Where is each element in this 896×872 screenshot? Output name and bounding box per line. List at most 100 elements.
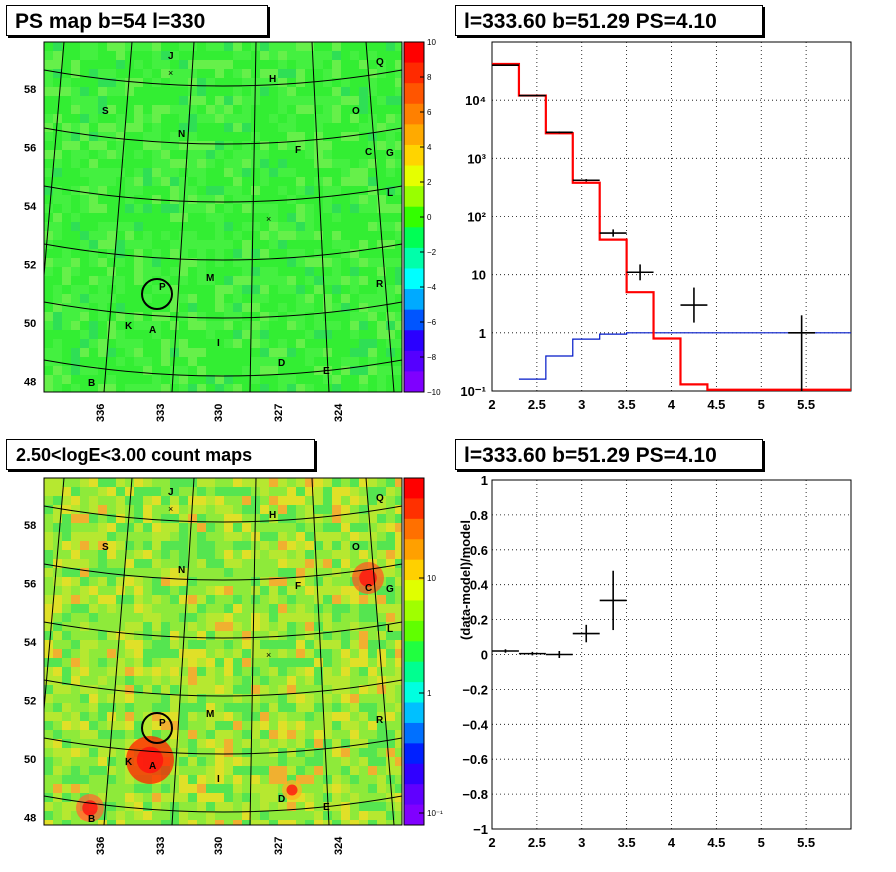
map-pixel <box>89 168 98 177</box>
map-pixel <box>71 622 80 631</box>
map-pixel <box>233 330 242 339</box>
map-pixel <box>242 676 251 685</box>
map-pixel <box>305 523 314 532</box>
map-pixel <box>323 204 332 213</box>
map-pixel <box>80 321 89 330</box>
map-pixel <box>116 213 125 222</box>
map-pixel <box>116 195 125 204</box>
map-pixel <box>161 676 170 685</box>
map-pixel <box>98 595 107 604</box>
map-pixel <box>332 177 341 186</box>
map-pixel <box>386 213 395 222</box>
map-pixel <box>179 595 188 604</box>
map-pixel <box>152 658 161 667</box>
map-pixel <box>332 487 341 496</box>
lat-tick-label: 52 <box>24 260 36 272</box>
map-pixel <box>62 550 71 559</box>
map-pixel <box>170 357 179 366</box>
map-pixel <box>53 514 62 523</box>
map-pixel <box>89 604 98 613</box>
map-pixel <box>359 721 368 730</box>
map-pixel <box>305 303 314 312</box>
map-pixel <box>71 123 80 132</box>
map-pixel <box>152 550 161 559</box>
map-pixel <box>296 258 305 267</box>
map-pixel <box>71 105 80 114</box>
map-pixel <box>215 730 224 739</box>
map-pixel <box>305 559 314 568</box>
map-pixel <box>377 195 386 204</box>
map-pixel <box>179 240 188 249</box>
map-pixel <box>125 685 134 694</box>
map-pixel <box>80 721 89 730</box>
map-pixel <box>179 141 188 150</box>
map-pixel <box>170 96 179 105</box>
map-pixel <box>368 649 377 658</box>
map-pixel <box>314 820 323 825</box>
map-pixel <box>116 357 125 366</box>
map-pixel <box>260 568 269 577</box>
map-pixel <box>80 766 89 775</box>
map-pixel <box>134 541 143 550</box>
map-pixel <box>296 222 305 231</box>
map-pixel <box>44 487 53 496</box>
map-pixel <box>368 294 377 303</box>
map-pixel <box>62 294 71 303</box>
map-pixel <box>359 604 368 613</box>
map-pixel <box>134 559 143 568</box>
map-pixel <box>71 757 80 766</box>
map-pixel <box>62 703 71 712</box>
map-pixel <box>287 811 296 820</box>
map-pixel <box>377 51 386 60</box>
map-pixel <box>197 357 206 366</box>
map-pixel <box>125 586 134 595</box>
map-pixel <box>233 312 242 321</box>
map-pixel <box>251 532 260 541</box>
map-pixel <box>62 766 71 775</box>
map-pixel <box>278 330 287 339</box>
map-pixel <box>80 249 89 258</box>
map-pixel <box>359 748 368 757</box>
map-pixel <box>161 667 170 676</box>
map-pixel <box>80 141 89 150</box>
colorbar-label: 1 <box>427 689 432 698</box>
map-pixel <box>287 685 296 694</box>
map-pixel <box>323 321 332 330</box>
map-pixel <box>368 177 377 186</box>
map-pixel <box>107 276 116 285</box>
map-pixel <box>80 496 89 505</box>
map-pixel <box>377 748 386 757</box>
map-pixel <box>179 757 188 766</box>
map-pixel <box>395 595 402 604</box>
map-pixel <box>152 604 161 613</box>
map-pixel <box>62 339 71 348</box>
map-pixel <box>341 712 350 721</box>
map-pixel <box>395 195 402 204</box>
map-pixel <box>161 168 170 177</box>
map-pixel <box>278 87 287 96</box>
map-pixel <box>287 487 296 496</box>
source-label: Q <box>376 493 384 504</box>
map-pixel <box>107 240 116 249</box>
map-pixel <box>251 312 260 321</box>
map-pixel <box>71 141 80 150</box>
map-pixel <box>215 294 224 303</box>
map-pixel <box>350 604 359 613</box>
map-pixel <box>278 766 287 775</box>
map-pixel <box>62 132 71 141</box>
map-pixel <box>161 321 170 330</box>
map-pixel <box>359 658 368 667</box>
map-pixel <box>251 577 260 586</box>
map-pixel <box>197 478 206 487</box>
map-pixel <box>80 114 89 123</box>
map-pixel <box>269 168 278 177</box>
map-pixel <box>233 577 242 586</box>
map-pixel <box>242 820 251 825</box>
map-pixel <box>71 222 80 231</box>
map-pixel <box>359 505 368 514</box>
map-pixel <box>233 123 242 132</box>
map-pixel <box>314 384 323 392</box>
map-pixel <box>323 703 332 712</box>
map-pixel <box>395 784 402 793</box>
map-pixel <box>278 231 287 240</box>
